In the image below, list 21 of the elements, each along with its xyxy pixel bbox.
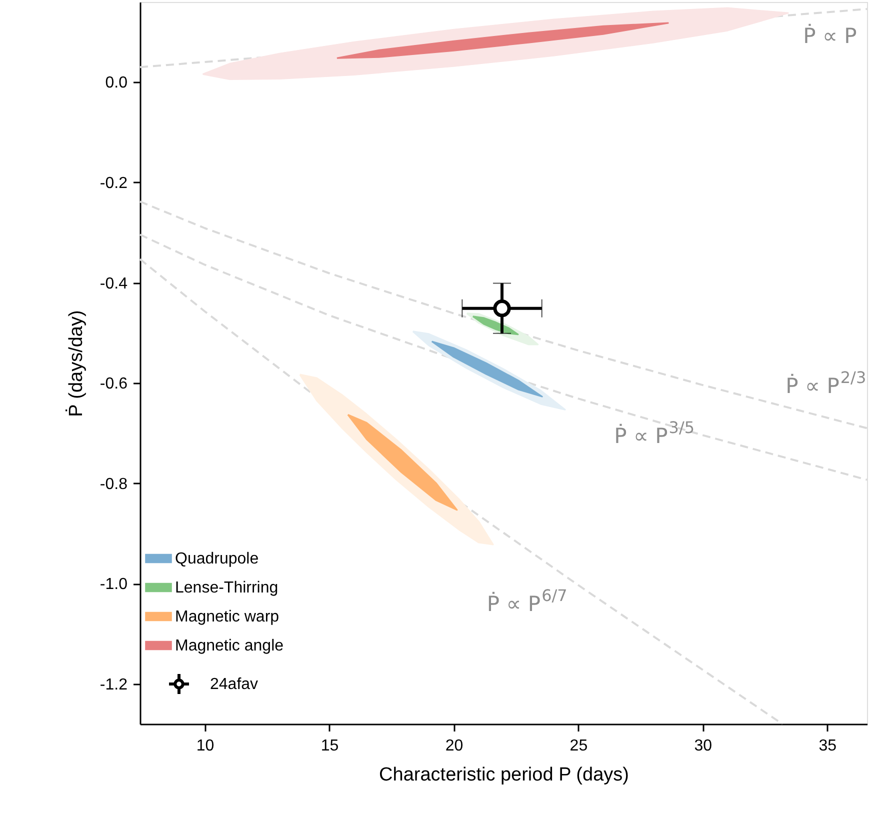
legend-label: Quadrupole: [175, 550, 259, 568]
y-tick-label: -0.6: [100, 376, 128, 393]
x-tick-label: 15: [320, 738, 339, 754]
legend-label: Magnetic warp: [175, 608, 280, 626]
y-tick-label: -0.4: [100, 275, 128, 292]
legend-label: 24afav: [210, 676, 258, 693]
y-tick-label: -0.2: [100, 175, 128, 192]
y-tick-label: -1.0: [100, 576, 128, 594]
legend-label: Magnetic angle: [175, 638, 284, 654]
y-tick-label: 0.0: [105, 74, 128, 92]
x-tick-label: 25: [570, 738, 588, 754]
x-axis-title: Characteristic period P (days): [379, 764, 629, 786]
series-label: Ṗ ∝ P: [803, 22, 857, 48]
y-axis-title: Ṗ (days/day): [64, 310, 87, 417]
x-tick-label: 30: [694, 738, 712, 754]
x-tick-label: 10: [196, 738, 214, 754]
y-tick-label: -0.8: [100, 476, 128, 493]
x-tick-label: 20: [445, 738, 464, 754]
legend-label: Lense-Thirring: [175, 580, 278, 596]
x-tick-label: 35: [818, 738, 837, 754]
y-tick-label: -1.2: [100, 676, 128, 694]
